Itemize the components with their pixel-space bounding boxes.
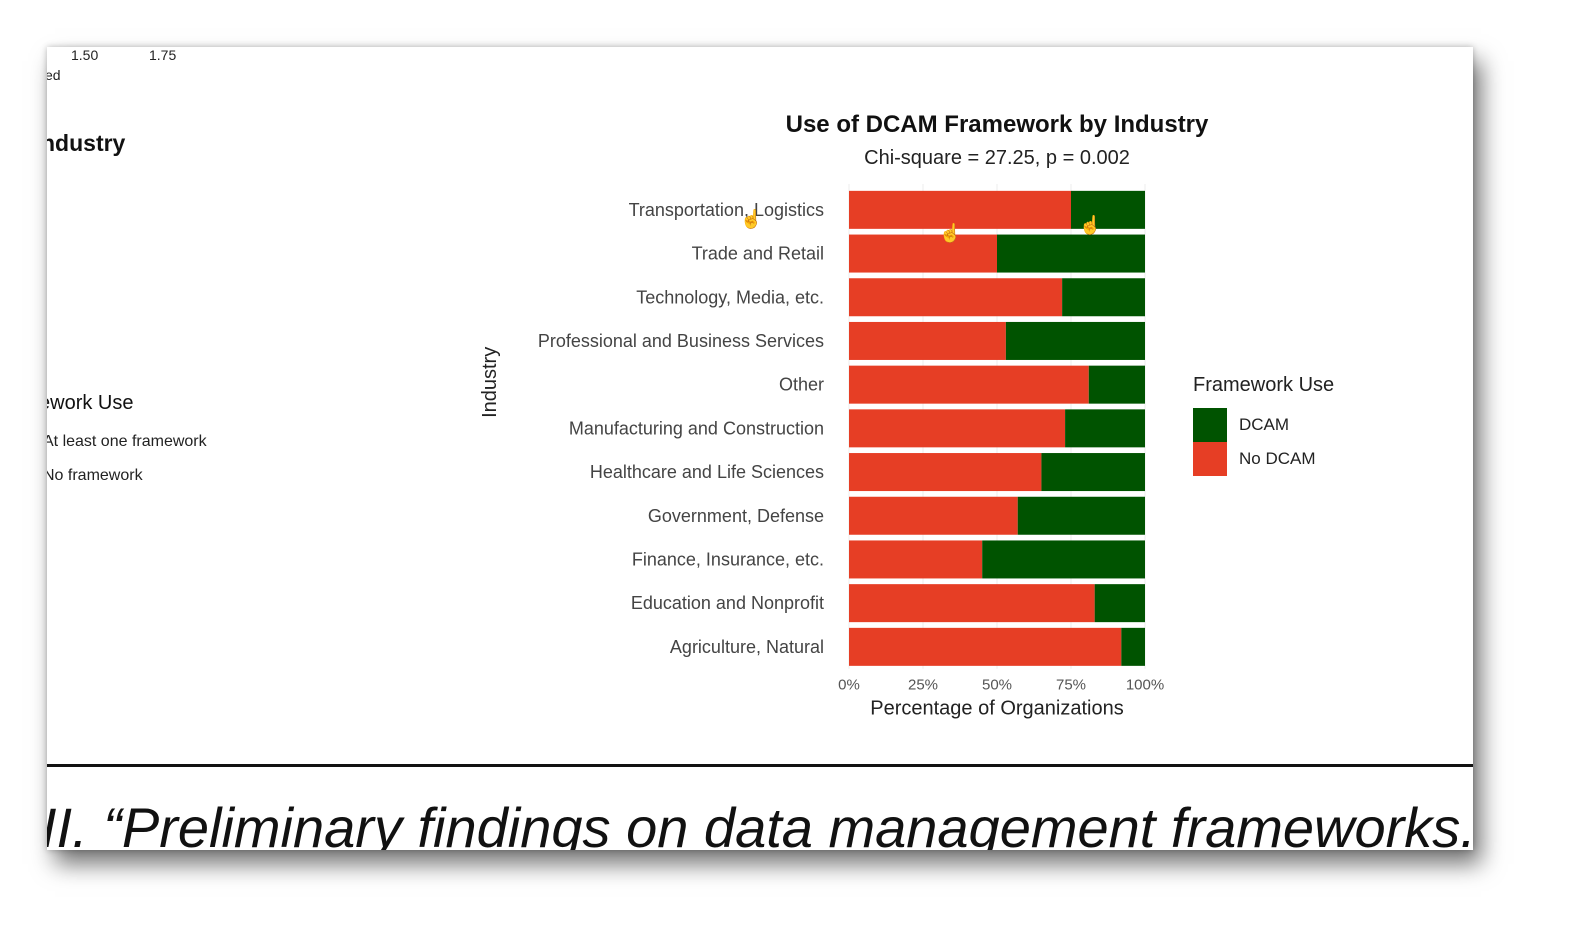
category-label: Professional and Business Services xyxy=(538,331,824,351)
category-label: Education and Nonprofit xyxy=(631,593,824,613)
category-label: Transportation, Logistics xyxy=(629,200,824,220)
category-label: Government, Defense xyxy=(648,506,824,526)
bar-no-dcam xyxy=(849,365,1089,404)
stacked-bar-chart: Transportation, Logistics Trade and Retai… xyxy=(479,184,1164,720)
hand-pointer-icon: ☝ xyxy=(939,223,962,243)
bar-no-dcam xyxy=(849,234,997,273)
bar-no-dcam xyxy=(849,409,1066,448)
bar-dcam xyxy=(1065,409,1145,448)
bar-no-dcam xyxy=(849,190,1071,229)
hand-pointer-icon: ☝ xyxy=(740,209,763,229)
chart-subtitle: Chi-square = 27.25, p = 0.002 xyxy=(864,147,1130,169)
x-tick-label: 0% xyxy=(838,677,860,694)
bar-no-dcam xyxy=(849,540,983,579)
bar-dcam xyxy=(1071,190,1145,229)
category-label: Manufacturing and Construction xyxy=(569,418,824,438)
bar-dcam xyxy=(1121,627,1145,666)
left-chart-title: ndustry xyxy=(47,130,126,156)
category-label: Other xyxy=(779,375,824,395)
category-label: Trade and Retail xyxy=(692,244,824,264)
top-tick-label: 1.50 xyxy=(71,47,99,63)
hand-pointer-icon: ☝ xyxy=(1079,215,1102,235)
legend-item-dcam: DCAM xyxy=(1193,408,1289,442)
bar-dcam xyxy=(982,540,1145,579)
bar-dcam xyxy=(997,234,1145,273)
bar-no-dcam xyxy=(849,453,1042,492)
x-tick-label: 75% xyxy=(1056,677,1086,694)
legend-label: DCAM xyxy=(1239,415,1290,434)
legend-item-no-dcam: No DCAM xyxy=(1193,442,1316,476)
left-legend-item: No framework xyxy=(47,467,143,484)
divider-line xyxy=(47,764,1473,767)
left-legend-item: At least one framework xyxy=(47,433,207,450)
category-label: Agriculture, Natural xyxy=(670,637,824,657)
bar-dcam xyxy=(1094,584,1145,623)
chart-title: Use of DCAM Framework by Industry xyxy=(785,111,1209,138)
top-tick-label: 1.75 xyxy=(149,47,177,63)
legend-swatch-dcam xyxy=(1193,408,1227,442)
bar-no-dcam xyxy=(849,627,1122,666)
x-tick-label: 100% xyxy=(1126,677,1164,694)
legend-swatch-no-dcam xyxy=(1193,442,1227,476)
bar-no-dcam xyxy=(849,584,1095,623)
top-partial-label: ed xyxy=(47,67,61,83)
slide-caption: II. “Preliminary findings on data manage… xyxy=(47,796,1473,850)
bar-dcam xyxy=(1062,278,1145,317)
bar-no-dcam xyxy=(849,496,1018,535)
x-tick-label: 25% xyxy=(908,677,938,694)
category-label: Finance, Insurance, etc. xyxy=(632,549,824,569)
y-axis-label: Industry xyxy=(479,347,501,418)
left-legend-title: ework Use xyxy=(47,392,134,414)
bar-no-dcam xyxy=(849,321,1006,360)
bar-dcam xyxy=(1005,321,1145,360)
bar-dcam xyxy=(1017,496,1145,535)
bar-dcam xyxy=(1088,365,1145,404)
x-axis-label: Percentage of Organizations xyxy=(870,698,1124,720)
screenshot-frame: 1.50 1.75 ed ndustry ework Use At least … xyxy=(47,47,1473,850)
legend-label: No DCAM xyxy=(1239,449,1316,468)
bar-no-dcam xyxy=(849,278,1063,317)
category-label: Healthcare and Life Sciences xyxy=(590,462,824,482)
bar-dcam xyxy=(1041,453,1145,492)
legend-title: Framework Use xyxy=(1193,374,1335,396)
x-tick-label: 50% xyxy=(982,677,1012,694)
category-label: Technology, Media, etc. xyxy=(636,287,824,307)
